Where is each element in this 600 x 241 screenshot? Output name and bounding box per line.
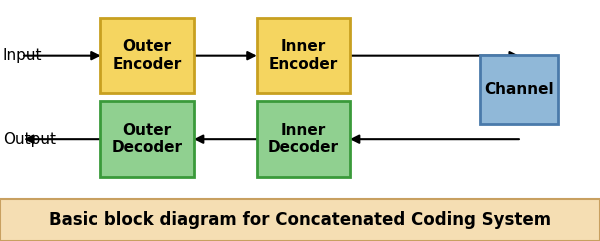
Text: Outer
Encoder: Outer Encoder [112,40,182,72]
Text: Channel: Channel [484,82,554,97]
FancyBboxPatch shape [480,55,558,124]
Text: Basic block diagram for Concatenated Coding System: Basic block diagram for Concatenated Cod… [49,211,551,229]
Text: Outer
Decoder: Outer Decoder [112,123,182,155]
FancyBboxPatch shape [100,101,193,177]
FancyBboxPatch shape [257,101,349,177]
Text: Output: Output [3,132,56,147]
FancyBboxPatch shape [100,18,193,94]
FancyBboxPatch shape [257,18,349,94]
Text: Input: Input [3,48,43,63]
Text: Inner
Encoder: Inner Encoder [268,40,338,72]
Text: Inner
Decoder: Inner Decoder [268,123,338,155]
FancyBboxPatch shape [0,199,600,241]
